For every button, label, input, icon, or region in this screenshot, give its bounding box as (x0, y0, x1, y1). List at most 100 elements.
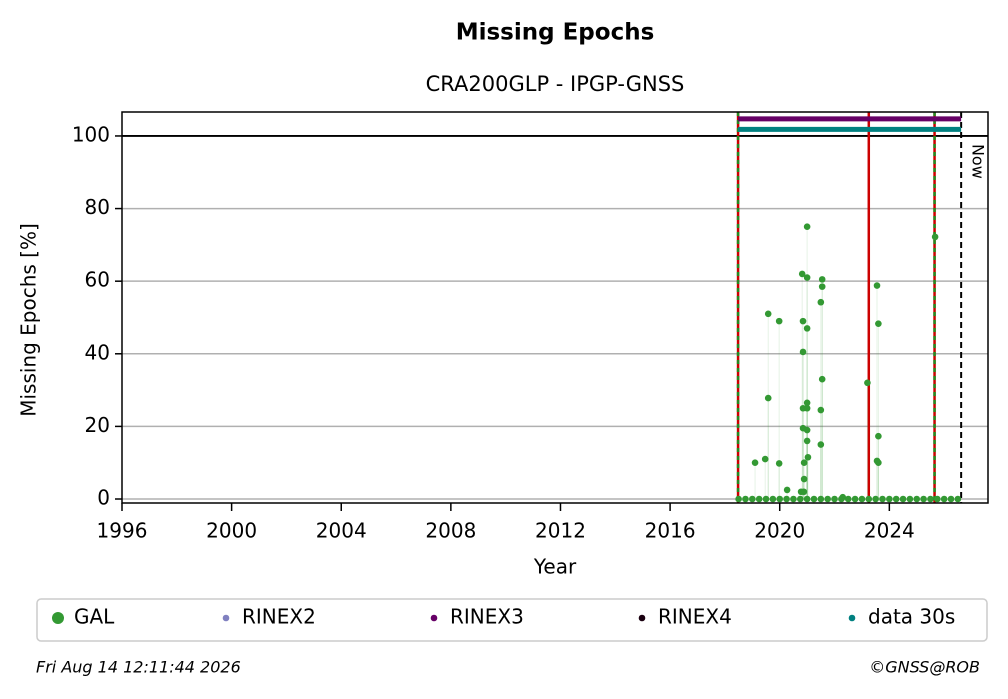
data-point (940, 495, 948, 503)
data-point (899, 495, 907, 503)
data-point (799, 348, 807, 356)
data-point (803, 495, 811, 503)
y-tick-label: 0 (97, 486, 110, 510)
data-point (954, 495, 962, 503)
plot-frame (121, 111, 989, 504)
data-point (775, 460, 783, 467)
data-point (790, 495, 797, 503)
data-point (875, 459, 882, 467)
legend-label: RINEX4 (658, 605, 732, 629)
data-point (735, 495, 742, 503)
data-point (934, 495, 941, 503)
data-point (838, 495, 845, 503)
y-tick-label: 20 (85, 413, 110, 437)
legend-marker (638, 614, 646, 622)
y-tick-label: 100 (72, 122, 110, 146)
y-tick-label: 40 (85, 340, 110, 364)
data-point (783, 486, 791, 494)
legend-label: data 30s (868, 605, 955, 629)
data-point (764, 394, 772, 402)
data-point (886, 495, 893, 503)
data-point (875, 432, 882, 440)
y-tick-label: 60 (85, 268, 110, 292)
x-tick-label: 2004 (316, 519, 367, 543)
data-point (803, 404, 811, 412)
data-point (920, 495, 927, 503)
data-point (761, 455, 769, 463)
legend-marker (430, 614, 438, 622)
y-tick-label: 80 (85, 195, 110, 219)
data-point (865, 495, 873, 503)
x-tick-label: 2016 (645, 519, 696, 543)
data-point (803, 325, 811, 332)
y-axis-label: Missing Epochs [%] (17, 223, 41, 417)
data-point (783, 495, 790, 503)
data-point (858, 495, 866, 503)
data-point (803, 223, 811, 231)
data-point (947, 495, 955, 503)
credit: ©GNSS@ROB (869, 658, 980, 677)
data-point (844, 495, 852, 503)
data-point (817, 406, 825, 414)
legend-box (36, 598, 988, 642)
data-point (931, 233, 939, 241)
chart-subtitle: CRA200GLP - IPGP-GNSS (426, 72, 685, 96)
data-point (875, 320, 882, 327)
data-point (755, 495, 763, 503)
data-point (906, 495, 914, 503)
now-label: Now (969, 144, 988, 179)
data-point (800, 488, 808, 496)
data-point (810, 495, 818, 503)
legend-label: GAL (74, 605, 115, 629)
data-point (764, 310, 772, 318)
legend-marker (848, 614, 856, 622)
timestamp: Fri Aug 14 12:11:44 2026 (36, 658, 241, 677)
data-point (817, 298, 825, 306)
data-point (913, 495, 921, 503)
data-point (817, 441, 825, 448)
data-point (818, 276, 826, 283)
data-point (749, 495, 756, 503)
x-tick-label: 2000 (206, 519, 257, 543)
data-point (851, 495, 859, 503)
data-point (742, 495, 749, 503)
data-point (818, 375, 826, 383)
data-point (775, 317, 783, 325)
chart-title: Missing Epochs (456, 20, 655, 46)
legend-marker (222, 614, 230, 622)
data-point (803, 399, 811, 407)
data-point (776, 495, 784, 503)
data-point (864, 379, 871, 387)
data-point (831, 495, 838, 503)
data-point (796, 495, 804, 503)
data-point (800, 475, 808, 483)
x-tick-label: 2020 (754, 519, 805, 543)
data-point (803, 437, 811, 445)
data-point (762, 495, 770, 503)
data-point (817, 495, 825, 503)
x-tick-label: 2024 (864, 519, 915, 543)
data-point (800, 459, 808, 467)
data-point (804, 453, 812, 461)
x-tick-label: 2012 (535, 519, 586, 543)
data-point (818, 283, 826, 290)
x-axis-label: Year (533, 555, 577, 579)
legend-marker (52, 612, 64, 624)
data-point (824, 495, 831, 503)
data-point (872, 495, 879, 503)
data-point (799, 317, 807, 325)
data-point (751, 459, 759, 467)
data-point (769, 495, 777, 503)
data-point (879, 495, 886, 503)
data-point (798, 270, 806, 278)
data-point (803, 274, 811, 281)
data-point (892, 495, 900, 503)
x-tick-label: 2008 (425, 519, 476, 543)
x-tick-label: 1996 (97, 519, 148, 543)
legend-label: RINEX2 (242, 605, 316, 629)
data-point (873, 282, 881, 289)
legend-label: RINEX3 (450, 605, 524, 629)
data-point (803, 426, 811, 434)
data-point (927, 495, 934, 503)
